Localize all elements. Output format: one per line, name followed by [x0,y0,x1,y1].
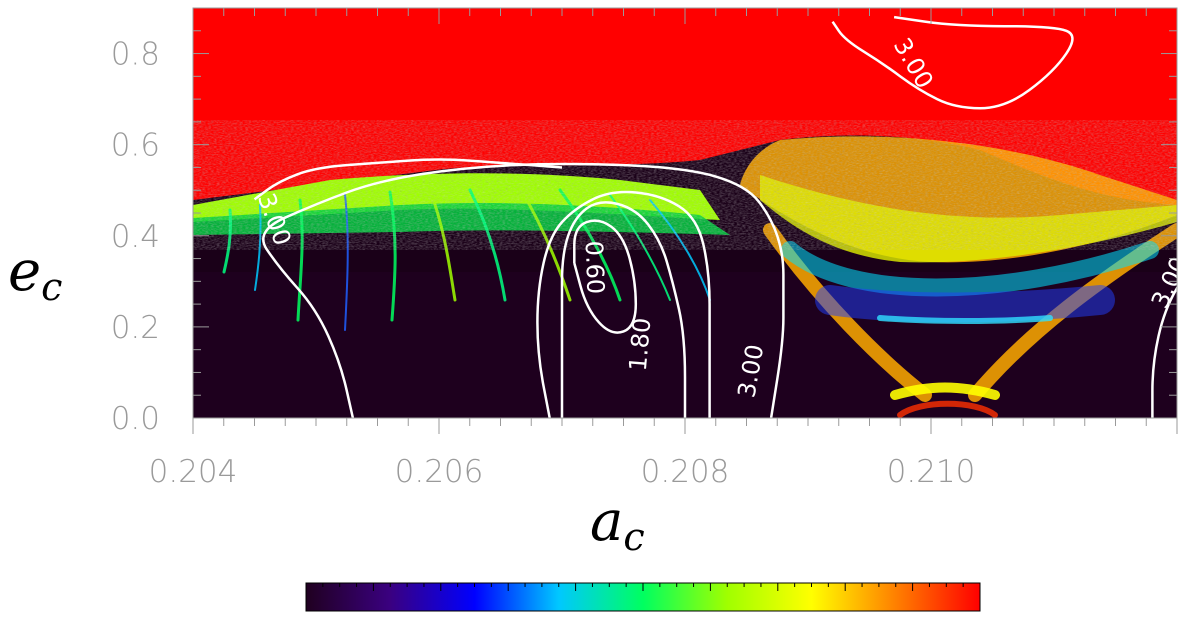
contour-label: 0.60 [580,240,610,294]
contour-line [573,219,638,334]
x-axis-title: ac [590,489,645,559]
contour-line [560,201,687,418]
y-axis-title: ec [8,239,62,309]
colorbar [305,582,981,612]
contour-line [1151,285,1177,418]
x-tick-label: 0.208 [641,454,730,490]
resonance-v [763,223,1177,418]
x-tick-label: 0.210 [887,454,976,490]
contour-lines [253,15,1177,418]
contour-line [536,190,711,418]
y-tick-label: 0.8 [111,37,160,73]
contour-label: 1.80 [624,317,657,373]
y-tick-label: 0.6 [111,128,160,164]
y-tick-label: 0.0 [111,401,160,437]
x-tick-label: 0.204 [149,454,238,490]
x-axis: 0.204 0.206 0.208 0.210 [149,8,1178,490]
contour-line [262,162,785,418]
colorbar-ticks [305,583,981,591]
y-axis: 0.0 0.2 0.4 0.6 0.8 [111,7,1177,437]
contour-line [831,15,1074,110]
y-tick-label: 0.2 [111,310,160,346]
y-tick-label: 0.4 [111,219,160,255]
contour-line [253,158,563,201]
x-tick-label: 0.206 [395,454,484,490]
